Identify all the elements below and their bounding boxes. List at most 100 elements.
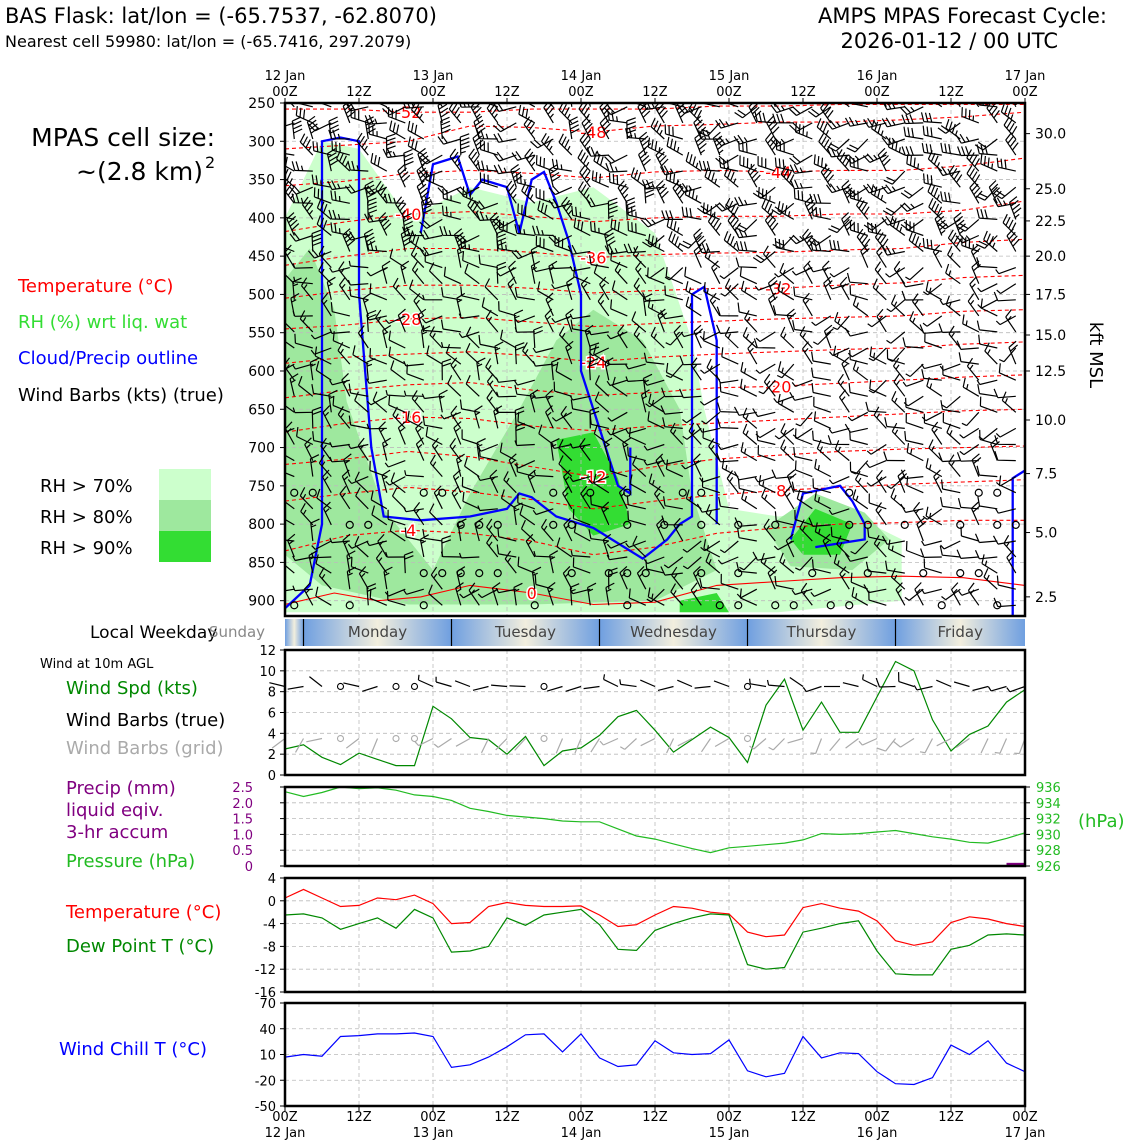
wind-barb-707 (694, 131, 707, 156)
wind-barb-907 (803, 260, 813, 284)
wind-barb-102 (330, 190, 350, 204)
wind-barb-642 (650, 117, 665, 140)
wind-barb-70 (313, 187, 332, 204)
bottom-hour-48: 00Z (568, 1110, 594, 1125)
wind-barb-886 (780, 439, 795, 462)
wind-barb-42 (292, 263, 313, 269)
wind-barb-692 (662, 417, 683, 429)
wind-barb-528 (589, 342, 600, 365)
wind-barb-150 (357, 437, 369, 461)
wind-barb-157 (350, 557, 369, 574)
wind-barb-1028 (877, 147, 891, 172)
wind-barb-715 (684, 266, 702, 285)
wind-barb-559 (588, 347, 610, 357)
wind-barb-1090 (903, 126, 924, 140)
wind-barb-766 (699, 577, 720, 590)
wind-barb-446 (531, 566, 542, 590)
wind-barb-1200 (958, 352, 979, 365)
wind-barb-1192 (955, 233, 980, 244)
wind-barb-1173 (946, 423, 961, 445)
wind-barb-1219 (976, 144, 998, 156)
wind-barb-178 (366, 395, 388, 406)
precip-bar-1 (1006, 862, 1025, 866)
wind-barb-323 (472, 131, 485, 156)
wind-barb-541 (572, 557, 591, 574)
wind-barb-881 (777, 361, 795, 381)
wind-barb-1078 (883, 451, 905, 462)
wind-barb-942 (812, 331, 832, 346)
wind-barb-665 (653, 485, 665, 510)
g-p5-tick-label-3: -20 (255, 1074, 276, 1089)
wind-barb-1002 (860, 244, 870, 268)
bottom-date-120: 17 Jan (1005, 1126, 1046, 1140)
g-p2-tick-label-1: 2 (268, 748, 276, 763)
wind-barb-1076 (884, 417, 905, 429)
wind-barb-516 (577, 149, 591, 172)
wind-true-barb-21 (657, 685, 674, 691)
isotherm--52 (285, 103, 1025, 113)
wind-barb-71 (316, 198, 332, 220)
wind-barb-844 (767, 276, 778, 301)
wind-barb-971 (828, 283, 850, 290)
wind-barb-758 (708, 438, 721, 461)
wind-barb-712 (679, 235, 702, 249)
g-p2-tick-label-2: 4 (268, 727, 276, 742)
top-date-120: 17 Jan (1005, 69, 1046, 84)
wind-barb-230 (416, 180, 430, 204)
wind-barb-568 (593, 473, 610, 494)
wind-barb-144 (352, 345, 369, 365)
wind-barb-1191 (956, 218, 980, 232)
wind-barb-1115 (916, 517, 927, 542)
wind-barb-45 (292, 311, 313, 317)
wind-barb-1127 (928, 198, 943, 220)
wind-true-barb-15 (547, 685, 563, 692)
wind-barb-305 (450, 357, 462, 381)
wind-barb-354 (476, 129, 498, 140)
wind-barb-377 (477, 505, 498, 512)
wind-barb-108 (339, 277, 351, 301)
wind-grid-barb-12 (495, 738, 508, 751)
calm-circle-127 (345, 601, 354, 610)
title-left: BAS Flask: lat/lon = (-65.7537, -62.8070… (5, 4, 437, 28)
calm-circle-154 (364, 520, 373, 529)
calm-circle-56 (308, 488, 317, 497)
wind-barb-533 (569, 443, 591, 449)
wind-barb-724 (682, 427, 702, 440)
wind-barb-842 (762, 245, 776, 268)
wind-grid-barb-18 (599, 737, 619, 746)
wind-barb-1262 (1005, 309, 1017, 333)
wind-barb-471 (533, 470, 554, 478)
precip-tick-label-3: 1.0 (232, 828, 253, 843)
wind-barb-784 (721, 347, 739, 365)
wind-barb-152 (354, 471, 369, 494)
wind-barb-1245 (981, 554, 998, 574)
wind-barb-121 (339, 485, 351, 510)
wind-barb-302 (440, 319, 461, 333)
wind-barb-504 (563, 469, 573, 493)
wind-barb-1143 (925, 458, 943, 478)
wind-barb-279 (429, 454, 443, 477)
calm-circle-895 (789, 601, 798, 610)
wind-grid-barb-20 (640, 737, 656, 747)
wind-barb-716 (685, 281, 702, 301)
wind-barb-900 (789, 164, 813, 174)
wind-barb-278 (431, 437, 443, 461)
wind-barb-812 (740, 280, 758, 301)
wind-barb-67 (312, 141, 332, 156)
g-p4-tick-label-3: -8 (263, 940, 276, 955)
wind-barb-491 (551, 283, 572, 290)
wind-barb-318 (456, 566, 466, 590)
wind-barb-29 (285, 564, 295, 574)
wind-barb-951 (814, 458, 832, 478)
wind-barb-1100 (901, 290, 924, 301)
wind-grid-calm-14 (540, 734, 548, 743)
wind-barb-1207 (971, 453, 982, 477)
wind-barb-139 (347, 279, 369, 286)
wind-barb-1029 (863, 183, 887, 194)
wind-barb-21 (285, 421, 295, 445)
wind-barb-109 (330, 302, 350, 317)
wind-barb-237 (413, 293, 425, 317)
wind-barb-324 (468, 148, 480, 172)
wind-barb-515 (579, 132, 591, 156)
wind-barb-320 (459, 103, 480, 108)
